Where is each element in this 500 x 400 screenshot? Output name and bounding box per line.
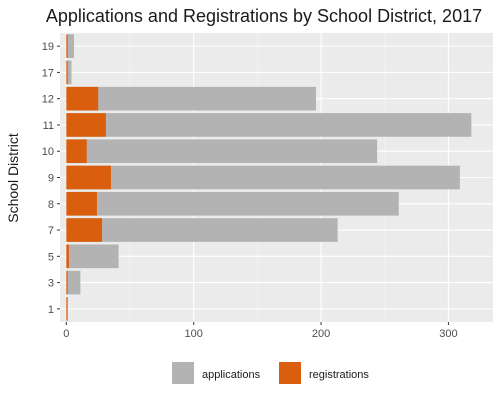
y-tick-label: 12 [42, 94, 54, 106]
legend-swatch-applications [172, 362, 194, 384]
bar-registrations [66, 60, 68, 85]
bar-registrations [66, 244, 69, 269]
bar-applications [66, 113, 472, 137]
legend-label-registrations: registrations [309, 369, 369, 381]
y-tick-label: 17 [42, 67, 54, 79]
y-tick-label: 7 [48, 225, 54, 237]
y-tick-label: 10 [42, 146, 54, 158]
bar-applications [66, 165, 460, 190]
bar-applications [66, 218, 338, 242]
x-tick-label: 0 [63, 328, 69, 340]
y-tick-label: 1 [48, 304, 54, 316]
x-tick-label: 300 [439, 328, 457, 340]
x-axis-ticks: 0 100 200 300 [63, 322, 458, 340]
bar-registrations [66, 270, 68, 295]
bar-applications [66, 270, 81, 295]
bars [66, 34, 472, 321]
y-tick-label: 5 [48, 251, 54, 263]
y-axis-ticks: 1 3 5 7 8 9 10 11 12 17 19 [42, 41, 60, 316]
bar-registrations [66, 191, 97, 216]
y-tick-label: 9 [48, 173, 54, 185]
legend: applications registrations [172, 362, 369, 384]
bar-registrations [66, 218, 103, 242]
y-tick-label: 19 [42, 41, 54, 53]
chart-title: Applications and Registrations by School… [46, 6, 482, 26]
bar-applications [66, 244, 119, 269]
bar-registrations [66, 139, 87, 164]
bar-applications [66, 86, 316, 111]
x-tick-label: 100 [185, 328, 203, 340]
bar-applications [66, 60, 72, 85]
y-tick-label: 3 [48, 278, 54, 290]
bar-applications [66, 34, 75, 58]
y-axis-title: School District [5, 133, 21, 223]
y-tick-label: 11 [43, 120, 54, 132]
bar-registrations [66, 34, 68, 58]
bar-applications [66, 139, 378, 164]
legend-swatch-registrations [279, 362, 301, 384]
bar-registrations [66, 297, 68, 321]
bar-applications [66, 191, 399, 216]
y-tick-label: 8 [48, 199, 54, 211]
bar-registrations [66, 113, 106, 137]
x-tick-label: 200 [312, 328, 330, 340]
bar-registrations [66, 165, 111, 190]
legend-label-applications: applications [202, 369, 261, 381]
bar-registrations [66, 86, 99, 111]
